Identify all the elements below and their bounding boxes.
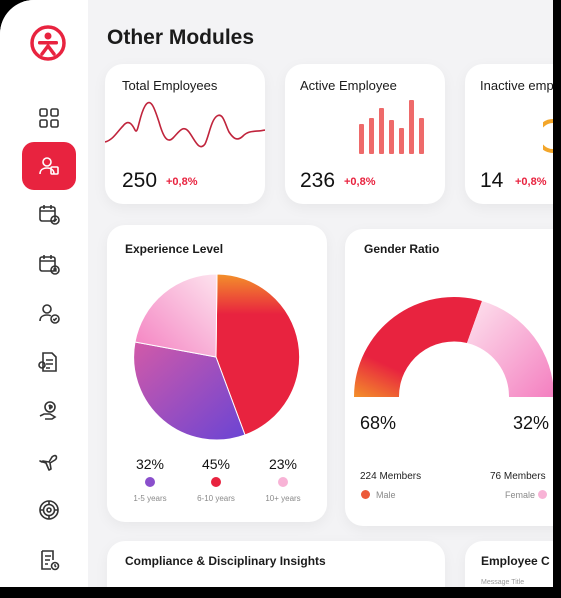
- bar-2: [369, 118, 374, 154]
- trend-line-chart: [105, 101, 265, 148]
- sidebar: [0, 0, 88, 587]
- legend-dot-6-10: [211, 477, 221, 487]
- donut-male: [354, 297, 482, 397]
- inactive-employee-card[interactable]: Inactive emp 14 +0,8%: [465, 64, 553, 204]
- bar-5: [399, 128, 404, 154]
- gender-donut-chart: [354, 297, 553, 397]
- male-pct: 68%: [360, 413, 397, 433]
- card-title: Active Employee: [300, 78, 397, 93]
- experience-pie-chart: [133, 273, 301, 441]
- total-employees-card[interactable]: Total Employees 250 +0,8%: [105, 64, 265, 204]
- total-employees-delta: +0,8%: [166, 176, 198, 188]
- sidebar-item-dashboard[interactable]: [22, 94, 76, 142]
- inactive-gauge: [543, 119, 553, 153]
- inactive-employee-value: 14: [480, 169, 504, 192]
- employees-icon: [39, 157, 59, 175]
- payroll-document-icon: [38, 352, 57, 372]
- bar-4: [389, 120, 394, 154]
- app-window: Other Modules Total Employees 250 +0,8% …: [0, 0, 553, 587]
- active-bar-chart: [359, 100, 424, 154]
- total-employees-value: 250: [122, 169, 158, 192]
- female-members: 76 Members: [490, 471, 546, 482]
- target-icon: [39, 500, 59, 520]
- bar-3: [379, 108, 384, 154]
- employee-card[interactable]: Employee C Message Title: [465, 541, 553, 587]
- legend-label-6-10: 6-10 years: [197, 494, 235, 503]
- calendar-cancel-icon: [39, 255, 60, 275]
- legend-dot-10-plus: [278, 477, 288, 487]
- sidebar-item-payroll[interactable]: [22, 338, 76, 386]
- brand-logo: [30, 25, 66, 61]
- legend-pct-6-10: 45%: [201, 456, 231, 472]
- female-dot: [538, 490, 547, 499]
- user-check-icon: [39, 304, 60, 324]
- male-members: 224 Members: [360, 471, 422, 482]
- message-title-label: Message Title: [481, 579, 525, 586]
- plane-icon: [39, 454, 58, 471]
- pie-slice-10-plus-years: [134, 273, 218, 358]
- card-title: Inactive emp: [480, 78, 553, 93]
- active-employee-card[interactable]: Active Employee 236 +0,8%: [285, 64, 445, 204]
- salary-hand-icon: [39, 401, 57, 420]
- card-title: Gender Ratio: [364, 242, 440, 256]
- male-label: Male: [376, 490, 396, 500]
- legend-label-10-plus: 10+ years: [265, 494, 301, 503]
- card-title: Compliance & Disciplinary Insights: [125, 554, 326, 568]
- female-pct: 32%: [513, 413, 550, 433]
- active-employee-value: 236: [300, 169, 336, 192]
- sidebar-item-goals[interactable]: [22, 486, 76, 534]
- sidebar-item-reports[interactable]: [22, 536, 76, 584]
- pie-slice-1-5-years: [133, 341, 246, 441]
- legend-dot-1-5: [145, 477, 155, 487]
- legend-label-1-5: 1-5 years: [133, 494, 167, 503]
- donut-female: [467, 301, 553, 397]
- gender-ratio-card[interactable]: Gender Ratio 68% 32% 224 Members 76 Memb…: [345, 229, 553, 526]
- page-title: Other Modules: [107, 26, 255, 49]
- sidebar-item-approvals[interactable]: [22, 289, 76, 337]
- sidebar-item-attendance[interactable]: [22, 190, 76, 238]
- card-title: Employee C: [481, 554, 550, 568]
- dashboard-icon: [39, 108, 59, 128]
- experience-level-card[interactable]: Experience Level 32% 45% 23% 1-5 year: [107, 225, 327, 522]
- compliance-card[interactable]: Compliance & Disciplinary Insights: [107, 541, 445, 587]
- sidebar-item-leave[interactable]: [22, 240, 76, 288]
- legend-pct-1-5: 32%: [135, 456, 165, 472]
- calendar-check-icon: [39, 205, 60, 225]
- legend-pct-10-plus: 23%: [268, 456, 298, 472]
- pie-slice-6-10-years: [215, 273, 301, 436]
- sidebar-item-salary[interactable]: [22, 387, 76, 435]
- bar-6: [409, 100, 414, 154]
- male-dot: [361, 490, 370, 499]
- bar-7: [419, 118, 424, 154]
- active-employee-delta: +0,8%: [344, 176, 376, 188]
- inactive-employee-delta: +0,8%: [515, 176, 547, 188]
- report-clock-icon: [41, 550, 60, 571]
- bar-1: [359, 124, 364, 154]
- sidebar-item-travel[interactable]: [22, 437, 76, 485]
- card-title: Total Employees: [122, 78, 218, 93]
- sidebar-item-employees[interactable]: [22, 142, 76, 190]
- female-label: Female: [505, 490, 536, 500]
- card-title: Experience Level: [125, 242, 224, 256]
